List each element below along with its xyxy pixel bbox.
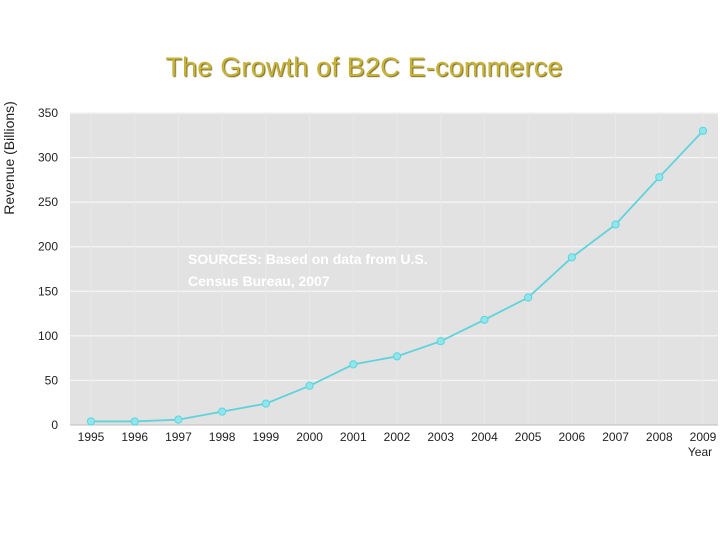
x-tick-label: 2002	[384, 430, 411, 444]
data-point	[261, 399, 270, 408]
source-note-line: SOURCES: Based on data from U.S.	[188, 251, 428, 267]
x-tick-label: 1999	[253, 430, 280, 444]
x-tick-label: 2008	[646, 430, 673, 444]
source-note-line: Census Bureau, 2007	[188, 273, 330, 289]
x-tick-label: 2007	[602, 430, 629, 444]
x-tick-label: 2004	[471, 430, 498, 444]
source-annotation: SOURCES: Based on data from U.S. Census B…	[188, 251, 428, 289]
data-point	[305, 381, 314, 390]
data-point	[349, 360, 358, 369]
data-point	[86, 417, 96, 426]
series-layer	[86, 126, 708, 426]
x-tick-label: 2003	[427, 430, 454, 444]
y-tick-label: 250	[38, 195, 58, 209]
x-tick-label: 2009	[690, 430, 717, 444]
plot-area	[70, 113, 718, 425]
y-axis: 0 50 100 150 200 250 300 350	[38, 106, 718, 432]
y-tick-label: 350	[38, 106, 58, 120]
x-tick-label: 2001	[340, 430, 367, 444]
data-point	[436, 337, 445, 346]
x-tick-label: 1998	[209, 430, 236, 444]
x-axis-label: Year	[688, 445, 712, 459]
y-axis-label: Revenue (Billions)	[1, 101, 17, 215]
data-point	[480, 315, 489, 324]
y-tick-label: 300	[38, 151, 58, 165]
data-point	[698, 126, 708, 135]
x-tick-label: 2005	[515, 430, 542, 444]
x-tick-label: 1996	[121, 430, 148, 444]
x-axis: 1995 1996 1997 1998 1999 2000 2001 2002 2003 2004…	[78, 430, 717, 444]
data-point	[611, 220, 620, 229]
y-tick-label: 150	[38, 284, 58, 298]
slide-title: The Growth of B2C E-commerce	[165, 52, 563, 82]
grid-lines	[70, 112, 718, 425]
data-point	[174, 415, 183, 424]
x-tick-label: 1997	[165, 430, 192, 444]
x-tick-label: 2006	[559, 430, 586, 444]
data-point	[218, 407, 227, 416]
data-point	[655, 173, 664, 182]
x-tick-label: 2000	[296, 430, 323, 444]
y-tick-label: 100	[38, 329, 58, 343]
data-point	[567, 253, 576, 262]
data-point	[524, 293, 533, 302]
data-point	[130, 417, 139, 426]
y-tick-label: 200	[38, 240, 58, 254]
y-tick-label: 50	[45, 373, 59, 387]
y-tick-label: 0	[51, 418, 58, 432]
data-point	[392, 352, 402, 361]
x-tick-label: 1995	[78, 430, 105, 444]
